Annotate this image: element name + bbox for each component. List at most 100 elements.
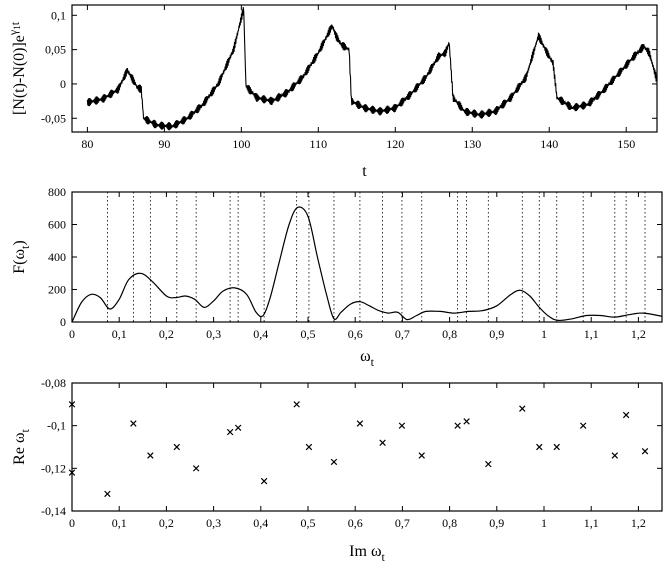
scatter-point <box>104 490 111 498</box>
y-axis-label: Re ωt <box>11 429 32 465</box>
x-tick-label: 0,7 <box>395 516 410 530</box>
x-tick-label: 1 <box>541 327 547 341</box>
x-tick-label: 0,5 <box>301 327 316 341</box>
y-tick-label: -0,1 <box>47 419 66 433</box>
spectrum-line <box>71 206 663 323</box>
y-axis-label: F(ωt) <box>11 240 32 273</box>
scatter-point <box>192 465 200 472</box>
y-tick-label: 600 <box>48 218 66 232</box>
spectrum-panel: 0 0,1 0,2 0,3 0,4 0,5 0,6 0,7 0,8 0,9 1 1,1 1,2 0 200 4… <box>11 185 663 369</box>
scatter-point <box>226 428 234 436</box>
marker-stroke <box>454 422 461 429</box>
x-tick-label: 0,1 <box>112 516 127 530</box>
scatter-point <box>463 418 470 425</box>
x-tick-label: 140 <box>540 137 558 151</box>
y-tick-label: 0,1 <box>51 8 66 22</box>
x-tick-label: 80 <box>81 137 93 151</box>
y-tick-label: 0 <box>60 315 66 329</box>
marker-stroke <box>519 405 526 412</box>
scatter-point <box>173 443 181 451</box>
marker-stroke <box>398 422 406 429</box>
plot-frame <box>71 382 663 512</box>
marker-stroke <box>305 443 313 451</box>
x-tick-label: 1,2 <box>631 327 646 341</box>
scatter-point <box>147 452 154 459</box>
x-tick-label: 0,6 <box>348 327 363 341</box>
scatter-point <box>454 422 461 429</box>
marker-stroke <box>485 460 492 468</box>
x-tick-label: 0,4 <box>253 327 268 341</box>
marker-stroke <box>234 424 242 432</box>
x-tick-label: 1,2 <box>631 516 646 530</box>
x-tick-label: 0 <box>69 327 75 341</box>
x-tick-label: 1,1 <box>584 516 599 530</box>
x-tick-label: 0,2 <box>159 516 174 530</box>
y-tick-label: 200 <box>48 283 66 297</box>
scatter-point <box>611 452 619 459</box>
scatter-point <box>553 443 560 451</box>
marker-stroke <box>379 439 386 446</box>
signal-panel: 80 90 100 110 120 130 140 150 0,1 0,05 0 -0,05 t [N(t… <box>6 4 658 180</box>
marker-stroke <box>611 452 619 459</box>
marker-stroke <box>68 469 76 476</box>
frequency-scatter-panel: 0 0,1 0,2 0,3 0,4 0,5 0,6 0,7 0,8 0,9 1 1,1 1,2 -0,08… <box>11 376 663 564</box>
marker-stroke <box>104 490 111 498</box>
x-tick-label: 0,1 <box>112 327 127 341</box>
marker-stroke <box>147 452 154 459</box>
x-tick-label: 1 <box>541 516 547 530</box>
x-tick-label: 90 <box>158 137 170 151</box>
series-line <box>86 7 657 131</box>
plot-frame <box>71 4 658 133</box>
x-tick-label: 100 <box>232 137 250 151</box>
y-tick-label: 0 <box>60 77 66 91</box>
scatter-point <box>485 460 492 468</box>
marker-stroke <box>536 443 543 451</box>
x-tick-label: 0,5 <box>301 516 316 530</box>
scatter-point <box>379 439 386 446</box>
x-axis-label: t <box>362 163 367 180</box>
x-tick-label: 0,9 <box>489 327 504 341</box>
x-tick-label: 0,8 <box>442 327 457 341</box>
scatter-point <box>305 443 313 451</box>
marker-stroke <box>260 477 268 485</box>
scatter-point <box>579 422 587 429</box>
marker-stroke <box>463 418 470 425</box>
x-axis-label: Im ωt <box>349 543 385 564</box>
marker-stroke <box>579 422 587 429</box>
marker-stroke <box>226 428 234 436</box>
scatter-point <box>260 477 268 485</box>
y-tick-label: 400 <box>48 250 66 264</box>
y-tick-label: 0,05 <box>45 43 66 57</box>
x-tick-label: 150 <box>617 137 635 151</box>
y-tick-label: -0,08 <box>41 376 66 390</box>
plot-frame <box>71 191 663 323</box>
marker-stroke <box>192 465 200 472</box>
scatter-point <box>536 443 543 451</box>
marker-stroke <box>622 411 630 419</box>
y-tick-label: -0,12 <box>41 461 66 475</box>
scatter-point <box>293 401 300 408</box>
y-axis-label: [N(t)-N(0)]eγ1t <box>6 21 28 115</box>
x-tick-label: 0,3 <box>206 327 221 341</box>
marker-stroke <box>641 448 649 455</box>
marker-stroke <box>418 452 425 459</box>
scatter-point <box>622 411 630 419</box>
scatter-point <box>130 420 137 427</box>
marker-stroke <box>356 420 364 427</box>
x-tick-label: 0,4 <box>253 516 268 530</box>
scatter-point <box>330 458 338 466</box>
scatter-point <box>519 405 526 412</box>
scatter-point <box>68 401 76 408</box>
x-tick-label: 110 <box>310 137 328 151</box>
marker-stroke <box>293 401 300 408</box>
scatter-point <box>418 452 425 459</box>
y-tick-label: 800 <box>48 185 66 199</box>
y-tick-label: -0,05 <box>41 111 66 125</box>
x-tick-label: 120 <box>386 137 404 151</box>
x-tick-label: 0,2 <box>159 327 174 341</box>
scatter-point <box>398 422 406 429</box>
x-tick-label: 0,3 <box>206 516 221 530</box>
x-tick-label: 0,9 <box>489 516 504 530</box>
scatter-point <box>68 469 76 476</box>
